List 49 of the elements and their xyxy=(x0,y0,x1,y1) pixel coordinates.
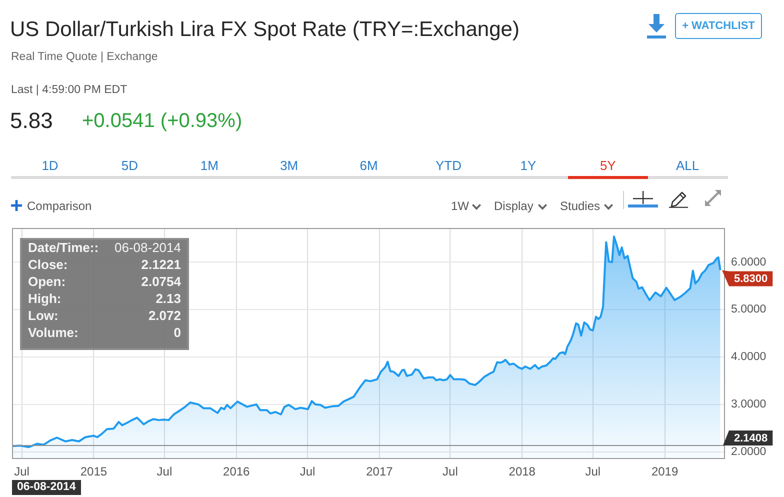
text: 1D xyxy=(40,158,60,174)
text: 1M xyxy=(199,158,220,174)
x-tick-label: 2017 xyxy=(366,464,394,479)
x-tick-label: 2015 xyxy=(80,464,108,479)
text: 5Y xyxy=(598,158,617,174)
text: Last | 4:59:00 PM EDT xyxy=(11,84,128,97)
text: 5.83 xyxy=(10,108,53,134)
watchlist-button[interactable]: + WATCHLIST xyxy=(675,13,762,39)
text: 1Y xyxy=(519,158,538,174)
y-tick-label: 5.0000 xyxy=(731,304,766,316)
x-tick-label: Jul xyxy=(300,464,316,479)
annotation: 2.072 xyxy=(147,308,181,323)
text: 06-08-2014 xyxy=(12,480,81,495)
text: YTD xyxy=(434,158,462,174)
annotation: 06-08-2014 xyxy=(114,240,181,255)
text: ALL xyxy=(675,158,700,174)
annotation: Volume: xyxy=(28,325,78,340)
y-tick-label: 3.0000 xyxy=(731,398,766,411)
x-tick-label: Jul xyxy=(14,464,30,479)
x-tick-label: Jul xyxy=(156,464,172,479)
annotation: Open: xyxy=(28,274,66,289)
x-tick-label: 2016 xyxy=(223,464,250,479)
annotation: High: xyxy=(28,291,62,306)
text: Studies xyxy=(560,199,600,213)
text: 1W xyxy=(451,199,469,213)
x-tick-label: Jul xyxy=(442,464,458,479)
annotation: Date/Time:: xyxy=(28,240,99,255)
annotation: 0 xyxy=(172,325,181,340)
annotation: 2.13 xyxy=(154,291,181,306)
text: 5D xyxy=(120,158,139,174)
y-tick-label: 2.0000 xyxy=(731,446,766,458)
annotation: 2.1221 xyxy=(140,257,181,272)
text: 3M xyxy=(279,158,300,174)
chart-title: US Dollar/Turkish Lira FX Spot Rate (TRY=:Exchange) xyxy=(10,17,520,43)
text: Comparison xyxy=(27,199,92,213)
annotation: Close: xyxy=(28,257,68,272)
chart-subtitle: Real Time Quote | Exchange xyxy=(11,51,158,64)
x-tick-label: 2018 xyxy=(508,464,536,479)
text: Display xyxy=(494,199,534,213)
annotation: 2.0754 xyxy=(140,274,181,289)
y-tick-label: 4.0000 xyxy=(731,351,766,364)
annotation: Low: xyxy=(28,308,58,323)
x-tick-label: 2019 xyxy=(651,464,678,479)
x-tick-label: Jul xyxy=(585,464,601,479)
y-tick-label: 6.0000 xyxy=(731,256,766,268)
text: +0.0541 (+0.93%) xyxy=(82,109,242,133)
annotation: 5.8300 xyxy=(734,273,768,286)
ref-line-label: 2.1408 xyxy=(734,432,768,445)
text: 6M xyxy=(358,158,379,174)
